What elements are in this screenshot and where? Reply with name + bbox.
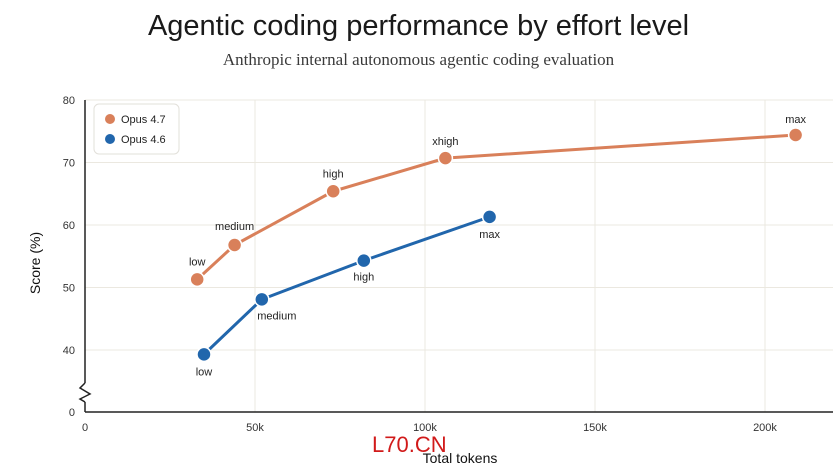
data-point (481, 209, 498, 225)
data-point (356, 252, 372, 269)
x-tick-label: 0 (82, 422, 88, 434)
data-point (226, 237, 243, 253)
x-tick-label: 50k (246, 422, 264, 434)
legend-box (93, 103, 180, 155)
x-tick-label: 100k (413, 422, 437, 434)
data-point (189, 271, 205, 288)
data-label: medium (215, 221, 254, 233)
data-label: max (479, 229, 500, 241)
y-tick-label: 80 (63, 95, 75, 107)
data-point (254, 291, 270, 308)
data-label: high (353, 272, 374, 284)
watermark-text: L70.CN (372, 432, 447, 457)
x-tick-label: 200k (753, 422, 777, 434)
y-tick-label: 40 (63, 345, 75, 357)
y-tick-label: 60 (63, 220, 75, 232)
y-axis-break (78, 382, 92, 403)
data-label: high (323, 168, 344, 180)
y-tick-label: 70 (63, 158, 75, 170)
data-point (325, 183, 341, 199)
series-line (202, 215, 491, 356)
x-axis-label: Total tokens (423, 450, 498, 466)
data-point (196, 346, 212, 363)
y-axis-label: Score (%) (27, 232, 43, 294)
legend-entry: Opus 4.7 (121, 114, 166, 126)
data-label: low (196, 366, 213, 378)
data-label: low (189, 256, 206, 268)
data-label: xhigh (432, 136, 458, 148)
series-line (196, 133, 796, 281)
x-tick-label: 150k (583, 422, 607, 434)
data-point (437, 150, 454, 166)
y-tick-label: 0 (69, 407, 75, 419)
data-label: medium (257, 310, 296, 322)
legend-marker (105, 134, 115, 144)
data-label: max (785, 114, 806, 126)
legend-marker (105, 114, 115, 124)
chart-title: Agentic coding performance by effort lev… (147, 10, 690, 42)
data-point (787, 127, 804, 143)
legend-entry: Opus 4.6 (121, 134, 166, 146)
chart-subtitle: Anthropic internal autonomous agentic co… (222, 50, 615, 69)
y-tick-label: 50 (63, 283, 75, 295)
